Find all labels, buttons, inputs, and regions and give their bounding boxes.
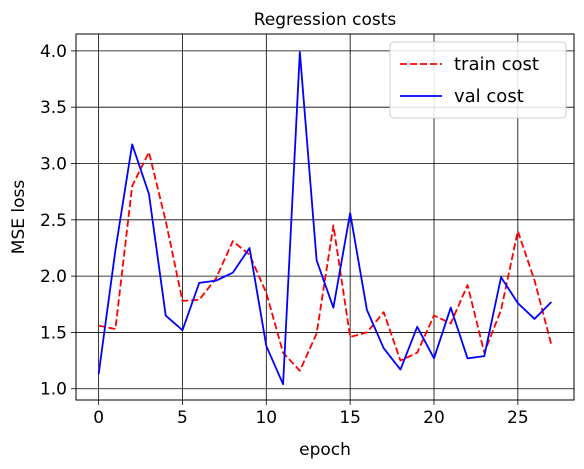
chart-title: Regression costs — [254, 10, 397, 30]
y-tick-label: 1.5 — [40, 323, 67, 343]
legend: train cost val cost — [389, 41, 567, 119]
legend-label: train cost — [454, 54, 539, 75]
y-tick-label: 1.0 — [40, 380, 67, 400]
y-tick-label: 2.0 — [40, 267, 67, 287]
y-axis: 1.0 1.5 2.0 2.5 3.0 3.5 4.0 — [40, 42, 76, 400]
x-axis: 0 5 10 15 20 25 — [93, 400, 529, 428]
x-tick-label: 20 — [423, 408, 445, 428]
y-tick-label: 3.5 — [40, 98, 67, 118]
x-tick-label: 10 — [255, 408, 277, 428]
x-axis-label: epoch — [299, 440, 351, 460]
x-tick-label: 15 — [339, 408, 361, 428]
legend-label: val cost — [454, 86, 524, 107]
legend-box — [389, 41, 567, 119]
series-line-train-cost — [98, 151, 553, 372]
y-tick-label: 4.0 — [40, 42, 67, 62]
plot-frame — [75, 33, 575, 401]
y-axis-label: MSE loss — [9, 180, 29, 255]
x-tick-label: 0 — [93, 408, 104, 428]
x-tick-label: 25 — [507, 408, 529, 428]
series-line-val-cost — [97, 51, 552, 386]
x-tick-label: 5 — [177, 408, 188, 428]
series-layer — [97, 51, 553, 386]
y-tick-label: 2.5 — [40, 211, 67, 231]
y-tick-label: 3.0 — [40, 155, 67, 175]
